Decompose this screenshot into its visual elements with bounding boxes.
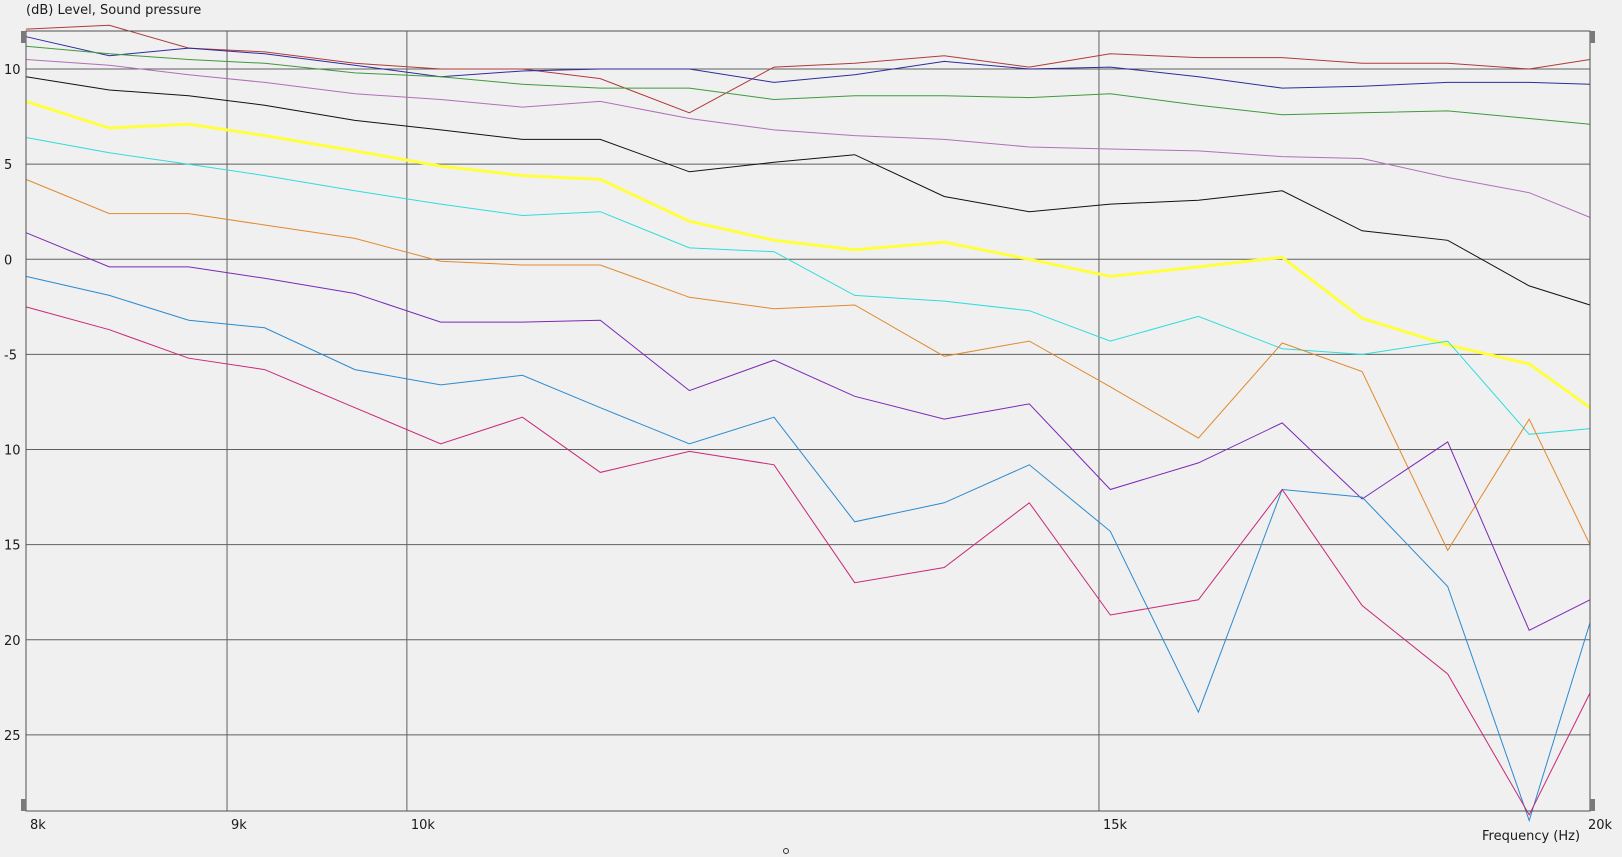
y-axis-title: (dB) Level, Sound pressure — [26, 3, 201, 18]
series-line-11 — [25, 306, 1591, 816]
right-scroll-handle-top[interactable] — [1590, 31, 1595, 43]
y-tick-label: 5 — [4, 158, 12, 173]
tick-labels: 10 5 0 -5 10 15 20 25 8k 9k 10k 15k 20k — [4, 63, 1613, 833]
series-line-6 — [25, 99, 1591, 409]
left-scroll-handle-top[interactable] — [21, 31, 26, 43]
x-tick-label: 20k — [1588, 818, 1613, 833]
series-line-4 — [25, 59, 1591, 218]
series-layer — [25, 24, 1591, 823]
cursor-marker-icon[interactable] — [783, 848, 789, 854]
y-tick-label: 15 — [4, 539, 21, 554]
y-tick-label: 20 — [4, 634, 21, 649]
series-line-7 — [25, 137, 1591, 435]
plot-frame — [25, 30, 1591, 812]
y-tick-label: 10 — [4, 63, 21, 78]
series-line-2 — [25, 36, 1591, 89]
left-scroll-handle-bottom[interactable] — [21, 799, 26, 811]
x-tick-label: 15k — [1103, 818, 1128, 833]
right-scroll-handle-bottom[interactable] — [1590, 799, 1595, 811]
series-line-1 — [25, 24, 1591, 114]
y-tick-label: 25 — [4, 729, 21, 744]
y-tick-label: -5 — [4, 348, 17, 363]
series-line-8 — [25, 178, 1591, 552]
series-line-3 — [25, 45, 1591, 125]
x-tick-label: 9k — [231, 818, 247, 833]
series-line-9 — [25, 232, 1591, 631]
x-tick-label: 8k — [30, 818, 46, 833]
series-line-5 — [25, 76, 1591, 306]
series-line-10 — [25, 275, 1591, 823]
y-tick-label: 10 — [4, 444, 21, 459]
x-tick-label: 10k — [411, 818, 436, 833]
grid — [26, 31, 1590, 811]
x-axis-title: Frequency (Hz) — [1482, 829, 1580, 844]
y-tick-label: 0 — [4, 253, 12, 268]
